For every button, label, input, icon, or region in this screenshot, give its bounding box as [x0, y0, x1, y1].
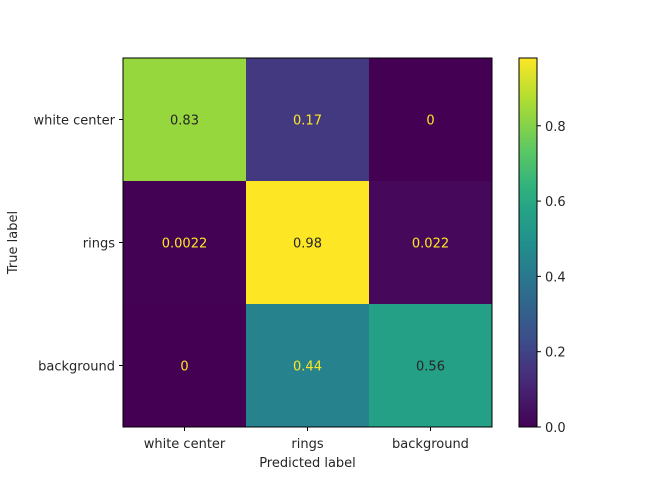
- matrix-cell: [369, 304, 492, 427]
- matrix-cell: [369, 58, 492, 181]
- matrix-cell: [246, 58, 369, 181]
- matrix-cell: [246, 181, 369, 304]
- y-axis-ticks: white center rings background: [33, 114, 123, 375]
- colorbar-tick-label: 0.8: [545, 120, 566, 135]
- colorbar-tick-label: 0.2: [545, 346, 566, 361]
- cell-value-label: 0.44: [293, 360, 322, 375]
- colorbar-tick-label: 0.4: [545, 270, 566, 285]
- y-tick-label: rings: [83, 237, 115, 252]
- cell-value-label: 0.83: [170, 114, 199, 129]
- y-tick-label: background: [38, 360, 115, 375]
- cell-value-label: 0: [426, 114, 434, 129]
- x-axis-label: Predicted label: [259, 456, 356, 471]
- x-tick-label: rings: [291, 437, 323, 452]
- cell-value-label: 0.17: [293, 114, 322, 129]
- colorbar-tick-label: 0.0: [545, 421, 566, 436]
- colorbar: 0.0 0.2 0.4 0.6 0.8: [518, 57, 566, 436]
- colorbar-gradient: [519, 58, 537, 427]
- y-axis-label: True label: [6, 211, 21, 275]
- colorbar-frame: [518, 57, 538, 428]
- cell-value-label: 0.56: [416, 360, 445, 375]
- x-tick-label: white center: [144, 437, 226, 452]
- colorbar-tick-label: 0.6: [545, 195, 566, 210]
- cell-value-label: 0.0022: [162, 237, 208, 252]
- matrix-cells: 0.83 0.17 0 0.0022 0.98 0.022 0 0.44 0.56: [123, 58, 492, 427]
- cell-value-label: 0.022: [412, 237, 449, 252]
- y-tick-label: white center: [33, 114, 115, 129]
- x-axis-ticks: white center rings background: [144, 427, 469, 452]
- matrix-cell: [369, 181, 492, 304]
- cell-value-label: 0: [180, 360, 188, 375]
- x-tick-label: background: [392, 437, 469, 452]
- cell-value-label: 0.98: [293, 237, 322, 252]
- matrix-cell: [123, 304, 246, 427]
- matrix-cell: [246, 304, 369, 427]
- matrix-cell: [123, 181, 246, 304]
- matrix-cell: [123, 58, 246, 181]
